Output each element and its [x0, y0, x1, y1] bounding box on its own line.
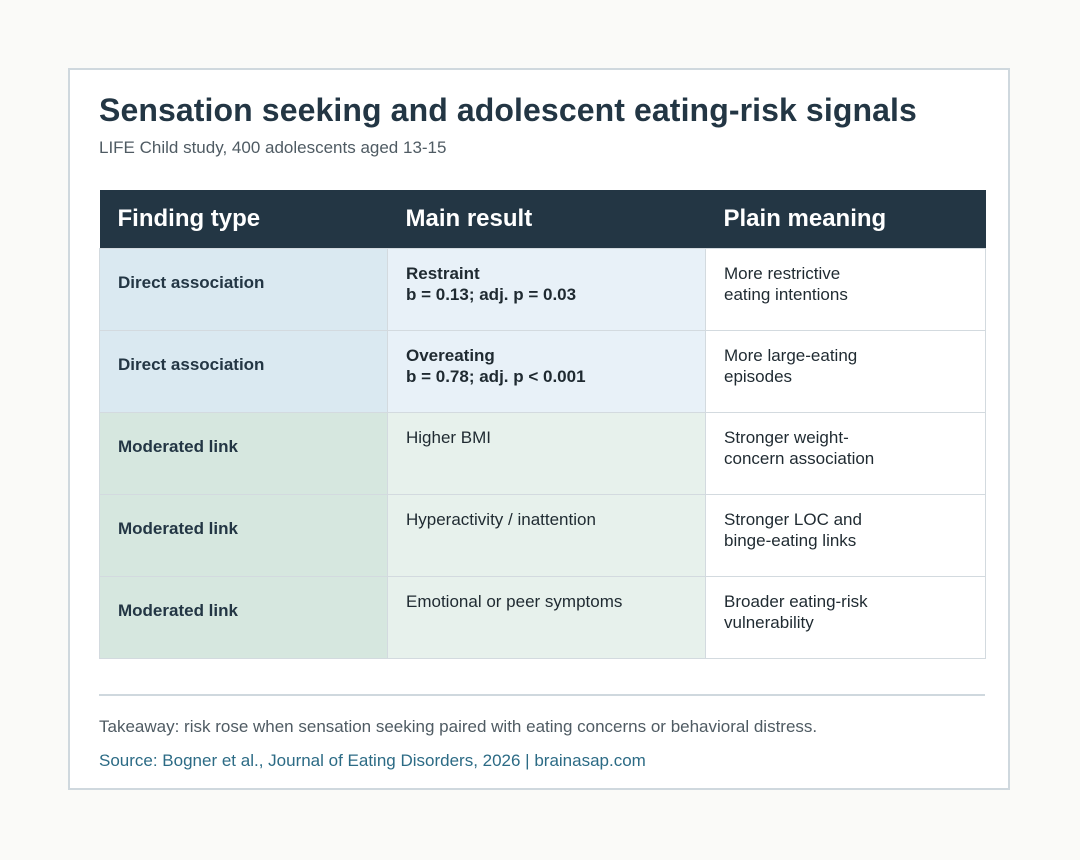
meaning-line: More restrictive: [724, 263, 841, 283]
table-row: Direct association Overeating b = 0.78; …: [99, 329, 986, 413]
table-row: Direct association Restraint b = 0.13; a…: [99, 247, 986, 331]
plain-meaning-cell: More restrictive eating intentions: [705, 247, 986, 331]
page-title: Sensation seeking and adolescent eating-…: [99, 92, 917, 128]
header-plain-meaning: Plain meaning: [705, 190, 986, 248]
header-main-result: Main result: [387, 190, 706, 248]
footer-divider: [99, 694, 985, 696]
table-row: Moderated link Higher BMI Stronger weigh…: [99, 411, 986, 495]
meaning-line: vulnerability: [724, 612, 814, 632]
table-row: Moderated link Emotional or peer symptom…: [99, 575, 986, 659]
meaning-line: episodes: [724, 366, 793, 386]
meaning-line: Stronger LOC and: [724, 509, 862, 529]
findings-table: Finding type Main result Plain meaning D…: [99, 190, 986, 659]
main-result-cell: Hyperactivity / inattention: [387, 493, 706, 577]
result-label: Hyperactivity / inattention: [406, 509, 596, 529]
main-result-cell: Overeating b = 0.78; adj. p < 0.001: [387, 329, 706, 413]
result-stat: b = 0.13; adj. p = 0.03: [406, 284, 577, 304]
result-label: Overeating: [406, 345, 495, 365]
result-label: Higher BMI: [406, 427, 492, 447]
finding-type-cell: Direct association: [99, 247, 388, 331]
meaning-line: Broader eating-risk: [724, 591, 868, 611]
page-subtitle: LIFE Child study, 400 adolescents aged 1…: [99, 138, 447, 157]
infographic-card: Sensation seeking and adolescent eating-…: [68, 68, 1010, 790]
plain-meaning-cell: Stronger LOC and binge-eating links: [705, 493, 986, 577]
source-citation: Source: Bogner et al., Journal of Eating…: [99, 751, 646, 770]
meaning-line: More large-eating: [724, 345, 858, 365]
result-label: Emotional or peer symptoms: [406, 591, 623, 611]
meaning-line: Stronger weight-: [724, 427, 849, 447]
main-result-cell: Restraint b = 0.13; adj. p = 0.03: [387, 247, 706, 331]
meaning-line: binge-eating links: [724, 530, 857, 550]
takeaway-text: Takeaway: risk rose when sensation seeki…: [99, 717, 818, 736]
finding-type-cell: Moderated link: [99, 575, 388, 659]
plain-meaning-cell: Broader eating-risk vulnerability: [705, 575, 986, 659]
main-result-cell: Higher BMI: [387, 411, 706, 495]
table-row: Moderated link Hyperactivity / inattenti…: [99, 493, 986, 577]
table-header-row: Finding type Main result Plain meaning: [99, 190, 986, 248]
main-result-cell: Emotional or peer symptoms: [387, 575, 706, 659]
finding-type-cell: Moderated link: [99, 493, 388, 577]
finding-type-cell: Direct association: [99, 329, 388, 413]
plain-meaning-cell: Stronger weight- concern association: [705, 411, 986, 495]
finding-type-cell: Moderated link: [99, 411, 388, 495]
meaning-line: concern association: [724, 448, 875, 468]
header-finding-type: Finding type: [99, 190, 388, 248]
result-stat: b = 0.78; adj. p < 0.001: [406, 366, 586, 386]
meaning-line: eating intentions: [724, 284, 848, 304]
plain-meaning-cell: More large-eating episodes: [705, 329, 986, 413]
result-label: Restraint: [406, 263, 480, 283]
